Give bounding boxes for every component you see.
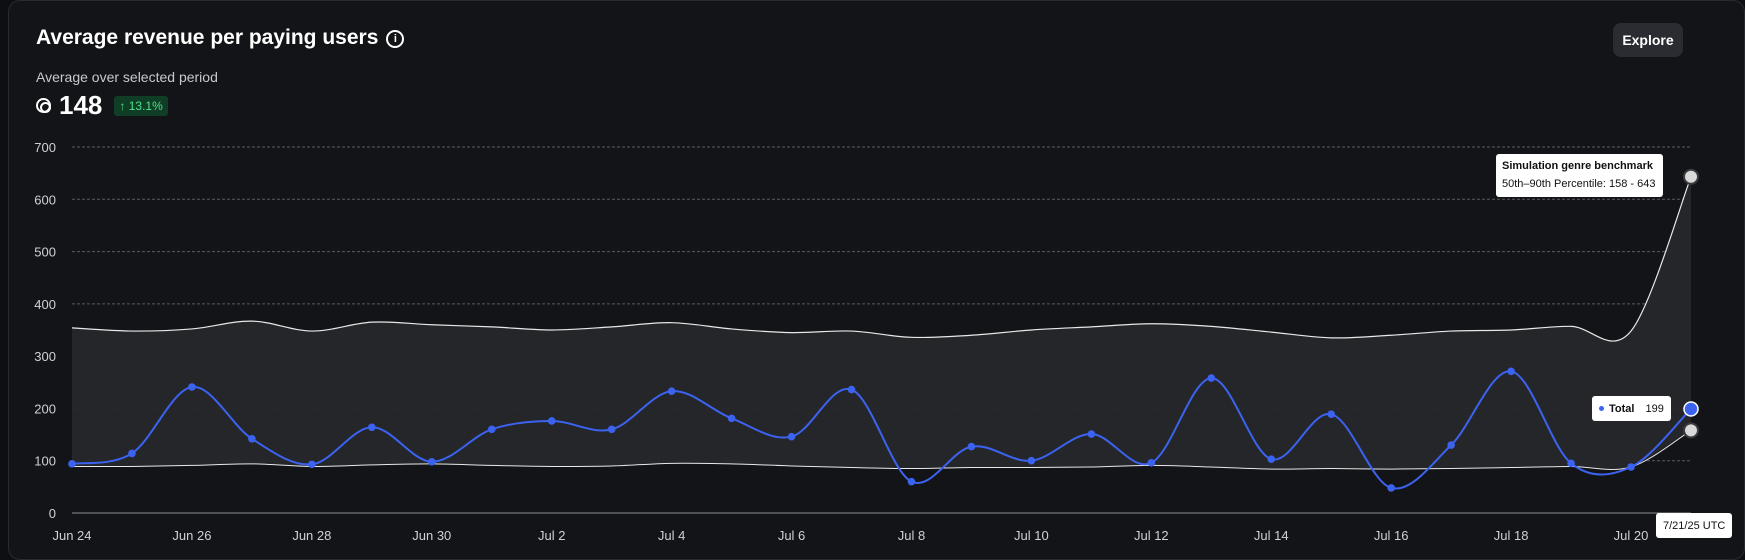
total-tooltip-name: Total — [1609, 402, 1635, 415]
total-point — [1207, 374, 1216, 382]
total-point — [547, 417, 556, 425]
info-icon[interactable]: i — [386, 30, 405, 48]
total-point — [1027, 456, 1036, 465]
total-point — [1447, 441, 1455, 449]
y-tick-label: 0 — [49, 506, 56, 521]
total-point — [967, 442, 976, 451]
total-point — [308, 460, 316, 469]
total-point — [1627, 463, 1635, 471]
y-tick-label: 600 — [34, 192, 56, 207]
y-tick-label: 300 — [34, 349, 56, 364]
total-tooltip-value: 199 — [1645, 402, 1664, 415]
robux-icon — [36, 98, 51, 113]
y-tick-label: 100 — [34, 454, 56, 469]
period-subtitle: Average over selected period — [36, 69, 218, 85]
x-tick-label: Jun 26 — [172, 528, 211, 543]
x-tick-label: Jul 14 — [1254, 528, 1289, 543]
total-point — [68, 460, 76, 468]
date-tooltip: 7/21/25 UTC — [1656, 513, 1733, 538]
total-point — [1327, 410, 1336, 418]
chart-title: Average revenue per paying users — [36, 26, 379, 49]
total-point — [1507, 367, 1515, 376]
explore-button[interactable]: Explore — [1613, 23, 1683, 57]
change-badge: ↑ 13.1% — [114, 95, 168, 116]
total-point — [1267, 455, 1276, 463]
total-point — [487, 425, 496, 434]
benchmark-upper-line — [71, 176, 1692, 342]
x-tick-label: Jul 18 — [1494, 528, 1529, 543]
total-point — [1087, 430, 1096, 438]
x-tick-label: Jul 12 — [1134, 528, 1169, 543]
total-point — [1147, 459, 1156, 467]
metric-value: 148 — [59, 90, 103, 120]
hover-markers — [1683, 168, 1699, 439]
total-point — [368, 423, 376, 432]
benchmark-band-area — [72, 176, 1691, 470]
x-tick-label: Jul 10 — [1014, 528, 1049, 543]
total-point — [128, 449, 136, 458]
x-tick-label: Jul 4 — [658, 528, 685, 543]
total-point — [427, 457, 436, 466]
grid-lines — [72, 146, 1691, 514]
benchmark-tooltip-title: Simulation genre benchmark — [1502, 160, 1653, 172]
y-tick-labels: 0 100 200 300 400 500 600 700 — [34, 140, 56, 521]
y-tick-label: 400 — [34, 297, 56, 312]
total-point — [727, 414, 736, 423]
x-tick-label: Jul 8 — [898, 528, 925, 543]
benchmark-upper-marker — [1683, 168, 1699, 185]
total-point — [847, 385, 856, 394]
total-point — [607, 425, 616, 434]
total-point — [667, 387, 676, 395]
x-tick-label: Jul 6 — [778, 528, 805, 543]
y-tick-label: 700 — [34, 140, 56, 155]
title-row: Average revenue per paying users i — [36, 26, 405, 50]
x-tick-label: Jun 30 — [412, 528, 451, 543]
x-tick-label: Jun 24 — [52, 528, 91, 543]
total-series-points — [68, 367, 1635, 492]
y-tick-label: 200 — [34, 401, 56, 416]
total-marker — [1683, 401, 1699, 417]
total-point — [1567, 459, 1575, 468]
y-tick-label: 500 — [34, 245, 56, 260]
benchmark-tooltip-range: 50th–90th Percentile: 158 - 643 — [1502, 178, 1656, 190]
total-point — [248, 434, 256, 443]
x-tick-label: Jul 2 — [538, 528, 565, 543]
benchmark-tooltip: Simulation genre benchmark 50th–90th Per… — [1496, 154, 1663, 197]
total-point — [907, 477, 916, 486]
x-tick-label: Jul 20 — [1614, 528, 1649, 543]
total-point — [787, 432, 796, 441]
benchmark-lower-marker — [1683, 422, 1699, 439]
total-tooltip: Total 199 — [1592, 396, 1671, 421]
total-point — [1387, 484, 1395, 492]
x-tick-labels: Jun 24 Jun 26 Jun 28 Jun 30 Jul 2 Jul 4 Jul 6 J… — [52, 528, 1648, 543]
metric-row: 148 ↑ 13.1% — [36, 90, 168, 121]
x-tick-label: Jun 28 — [292, 528, 331, 543]
total-point — [188, 383, 196, 391]
total-legend-dot — [1599, 406, 1604, 411]
x-tick-label: Jul 16 — [1374, 528, 1409, 543]
